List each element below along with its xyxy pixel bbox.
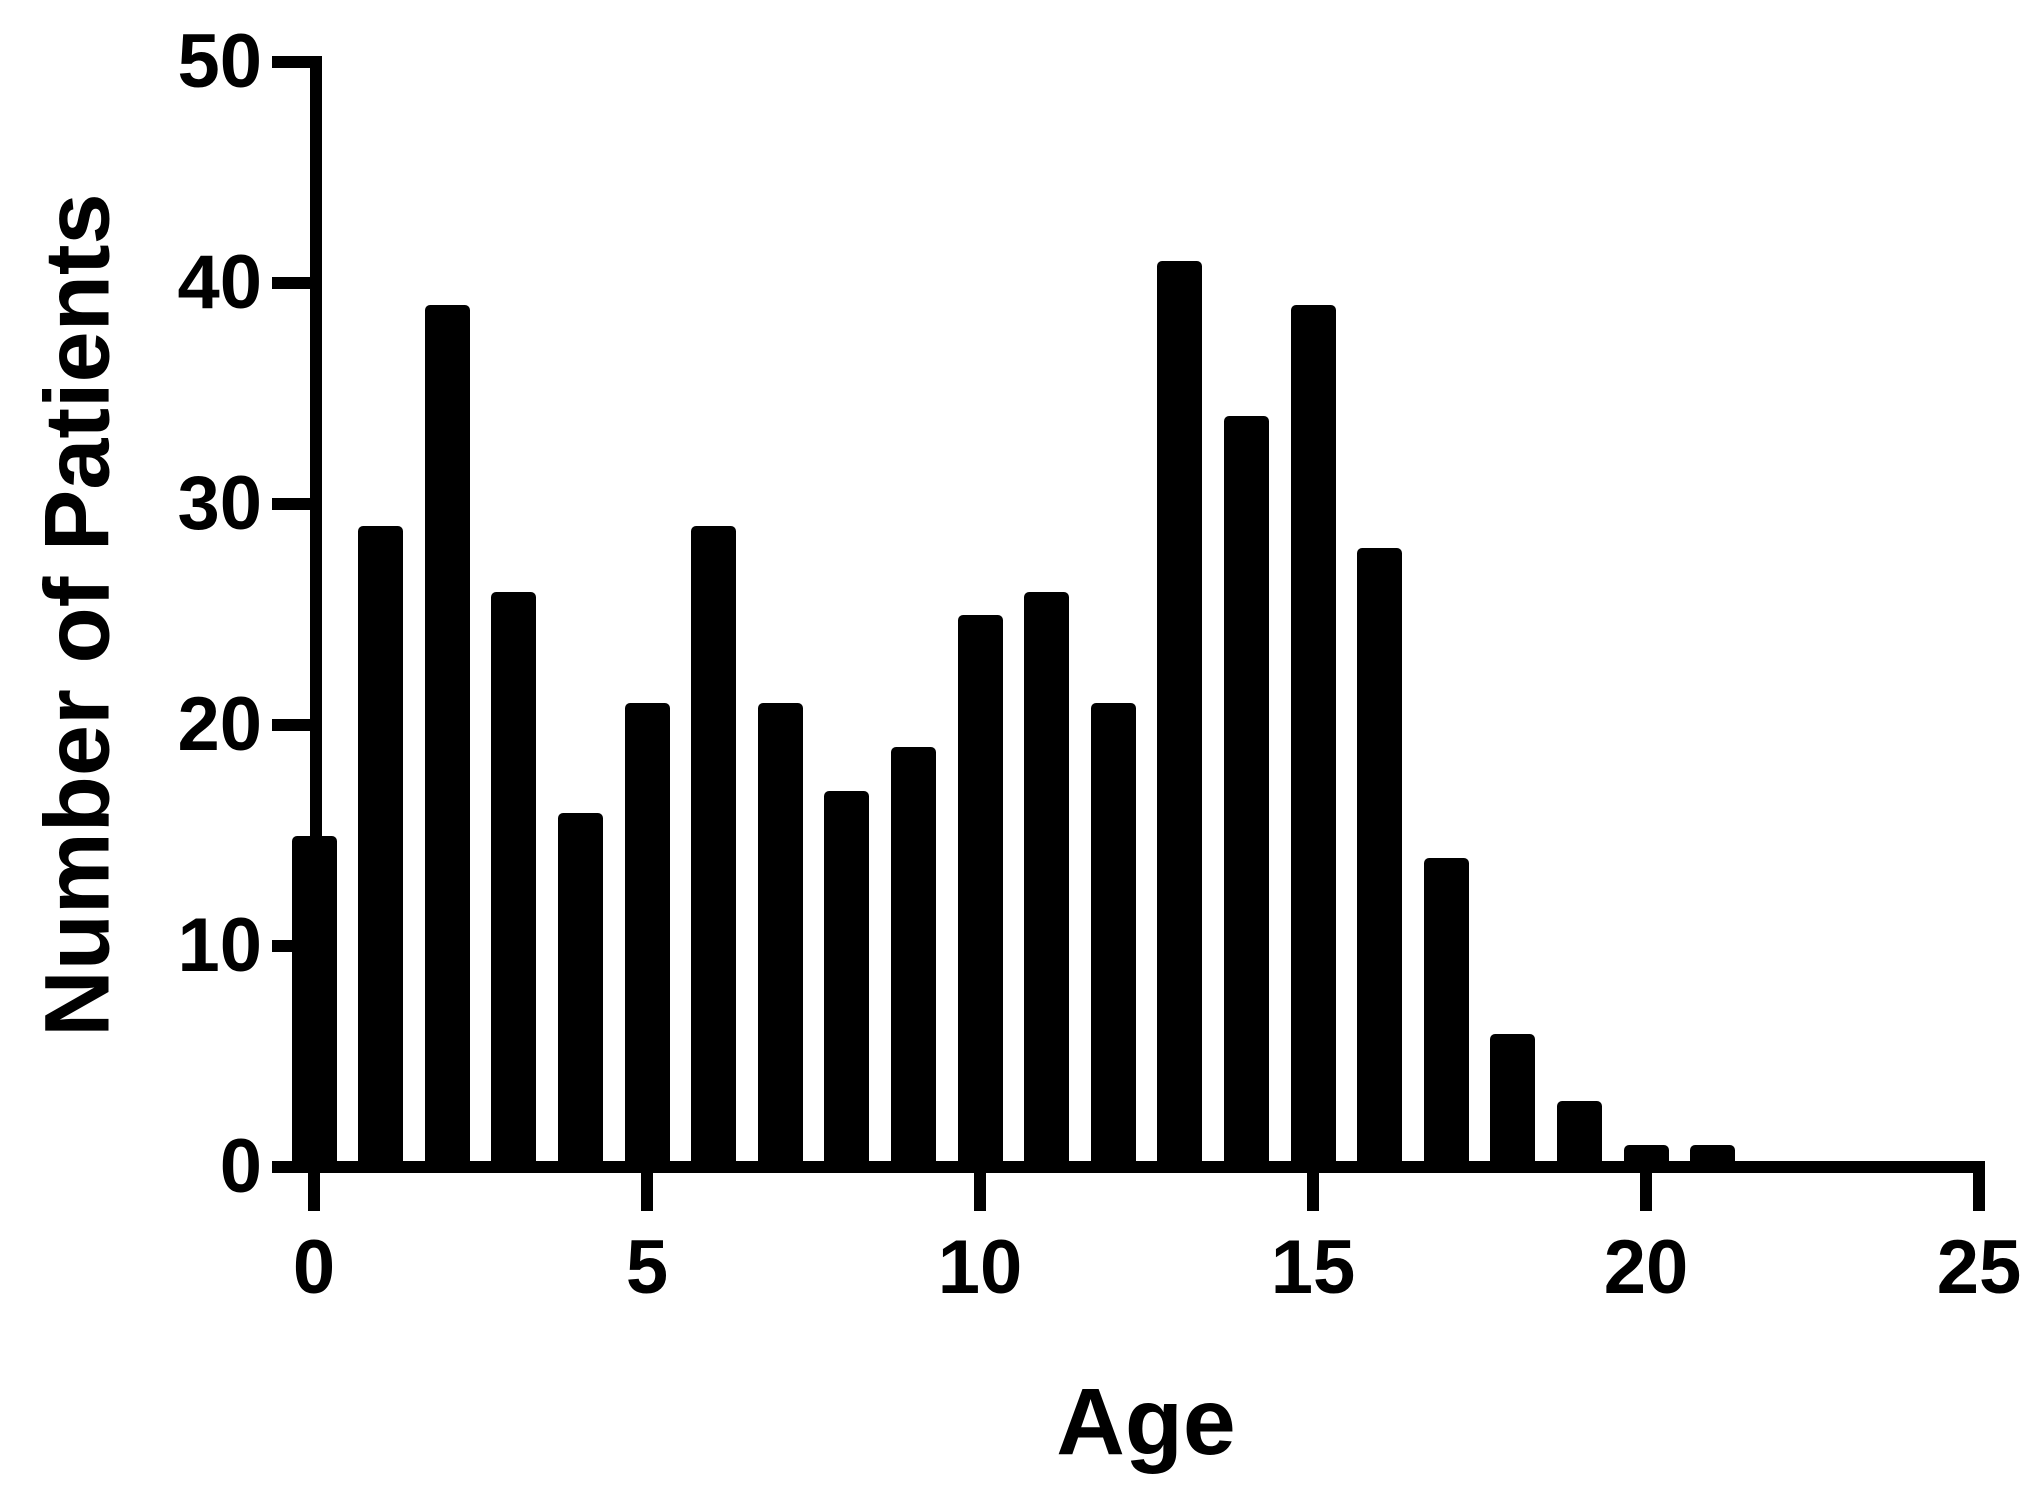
bar-age-16 xyxy=(1357,548,1403,1173)
bar-age-8 xyxy=(824,791,870,1173)
x-axis-title: Age xyxy=(1056,1369,1236,1475)
x-tick-label: 20 xyxy=(1603,1225,1689,1310)
bar-age-0 xyxy=(291,835,337,1173)
bar-age-2 xyxy=(424,305,470,1173)
x-tick-label: 5 xyxy=(625,1225,669,1310)
y-tick-label: 10 xyxy=(177,903,262,988)
bar-age-4 xyxy=(557,813,603,1173)
y-tick-label: 40 xyxy=(177,240,262,325)
x-tick-label: 10 xyxy=(937,1225,1023,1310)
bar-age-19 xyxy=(1556,1100,1602,1173)
bar-age-5 xyxy=(624,702,670,1173)
bar-age-1 xyxy=(358,526,404,1173)
y-tick xyxy=(272,498,310,510)
x-tick xyxy=(974,1173,986,1211)
x-tick xyxy=(1973,1173,1985,1211)
y-tick xyxy=(272,277,310,289)
bar-age-20 xyxy=(1623,1144,1669,1173)
bar-age-12 xyxy=(1090,702,1136,1173)
bar-age-6 xyxy=(691,526,737,1173)
x-tick xyxy=(1307,1173,1319,1211)
x-tick xyxy=(308,1173,320,1211)
x-tick xyxy=(1640,1173,1652,1211)
x-tick-label: 25 xyxy=(1936,1225,2022,1310)
bar-age-3 xyxy=(491,592,537,1173)
bar-age-11 xyxy=(1024,592,1070,1173)
y-tick-label: 50 xyxy=(177,19,262,104)
bar-age-18 xyxy=(1490,1034,1536,1173)
bar-age-10 xyxy=(957,614,1003,1173)
bar-age-15 xyxy=(1290,305,1336,1173)
x-tick-label: 15 xyxy=(1270,1225,1356,1310)
x-tick xyxy=(641,1173,653,1211)
bar-age-14 xyxy=(1223,415,1269,1173)
y-tick-label: 0 xyxy=(219,1124,262,1209)
y-tick-label: 20 xyxy=(177,682,262,767)
y-tick xyxy=(272,56,310,68)
y-tick-label: 30 xyxy=(177,461,262,546)
bar-age-21 xyxy=(1690,1144,1736,1173)
bar-age-17 xyxy=(1423,857,1469,1173)
y-tick xyxy=(272,719,310,731)
x-tick-label: 0 xyxy=(292,1225,336,1310)
bar-age-13 xyxy=(1157,260,1203,1173)
bar-age-7 xyxy=(757,702,803,1173)
bar-age-9 xyxy=(890,747,936,1173)
